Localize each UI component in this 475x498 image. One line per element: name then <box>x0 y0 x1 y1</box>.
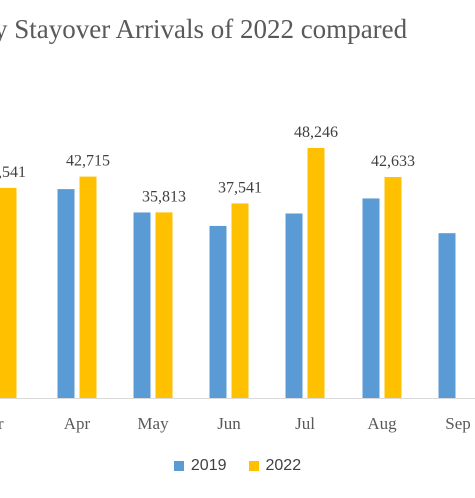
bar-2019-Jun <box>209 225 227 398</box>
x-tick-label-Jul: Jul <box>295 414 315 433</box>
data-label-Jul: 48,246 <box>294 124 338 141</box>
bar-2022-Aug <box>384 177 402 398</box>
data-label-May: 35,813 <box>142 188 186 205</box>
x-tick-label-Aug: Aug <box>367 414 397 433</box>
bar-2022-Jun <box>231 203 249 398</box>
bar-2019-Jul <box>285 213 303 398</box>
chart-title: y Stayover Arrivals of 2022 compared <box>0 14 408 44</box>
bar-2019-May <box>133 212 151 398</box>
legend-swatch-2022 <box>248 461 259 471</box>
bar-2022-Apr <box>79 176 97 398</box>
bar-2022-ar <box>0 187 17 398</box>
bar-2019-Apr <box>57 189 75 398</box>
data-label-Apr: 42,715 <box>66 153 110 170</box>
bar-2022-Jul <box>307 147 325 398</box>
legend-label-2019: 2019 <box>190 457 227 474</box>
bar-2019-Sep <box>438 233 456 398</box>
data-label-Aug: 42,633 <box>371 153 415 170</box>
x-tick-label-ar: ar <box>0 414 4 433</box>
x-tick-label-May: May <box>137 414 169 433</box>
bar-2019-Aug <box>362 198 380 398</box>
x-tick-label-Apr: Apr <box>64 414 91 433</box>
data-label-Jun: 37,541 <box>218 179 262 196</box>
legend-entry-2019: 2019 <box>173 457 227 475</box>
bar-2022-May <box>155 212 173 398</box>
legend: 2019 2022 <box>0 457 475 475</box>
legend-swatch-2019 <box>173 461 184 471</box>
legend-label-2022: 2022 <box>265 457 302 474</box>
legend-entry-2022: 2022 <box>248 457 302 475</box>
data-label-ar: 0,541 <box>0 164 26 181</box>
x-tick-label-Jun: Jun <box>217 414 241 433</box>
x-tick-label-Sep: Sep <box>445 414 471 433</box>
